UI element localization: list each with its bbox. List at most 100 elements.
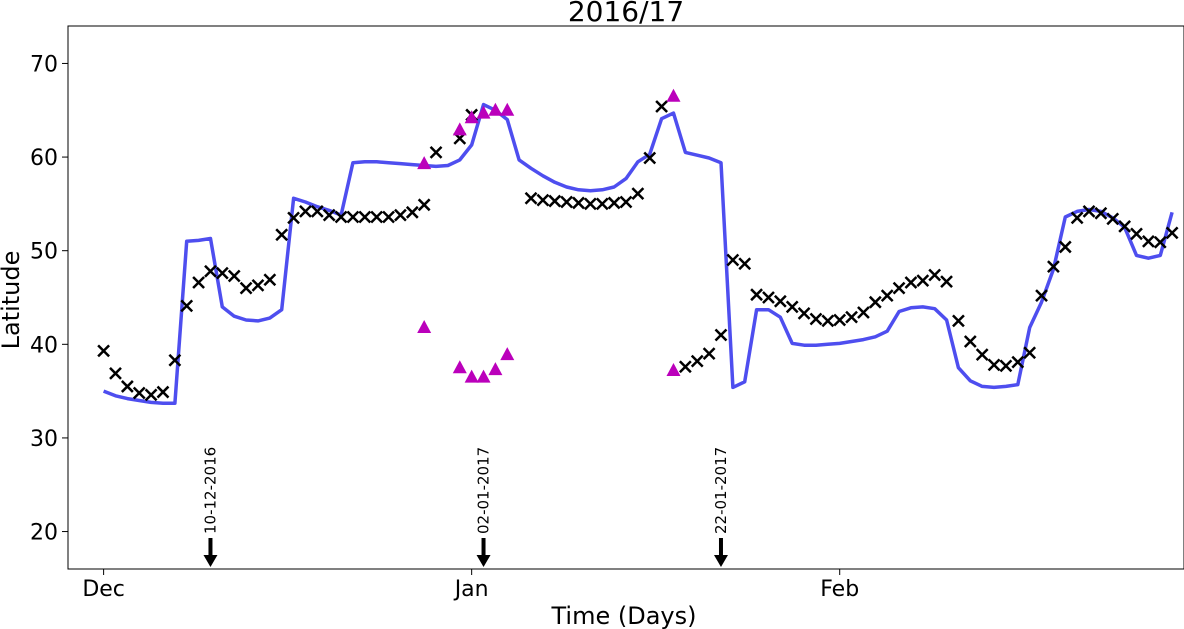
series-line: [102, 102, 1174, 406]
cross-marker: [607, 196, 621, 210]
triangle-marker: [452, 360, 467, 374]
cross-marker: [762, 291, 775, 304]
cross-marker: [1130, 227, 1143, 241]
cross-marker: [263, 273, 277, 287]
cross-marker: [821, 314, 835, 328]
cross-marker: [334, 210, 348, 224]
cross-marker: [631, 187, 645, 200]
cross-marker: [595, 197, 609, 211]
triangle-marker: [488, 362, 503, 376]
event-annotation: 02-01-2017: [475, 447, 493, 567]
triangle-marker: [500, 347, 515, 361]
event-annotation: 10-12-2016: [201, 447, 219, 567]
cross-marker: [204, 264, 217, 278]
triangle-marker: [464, 110, 479, 124]
cross-marker: [797, 307, 811, 320]
cross-marker: [322, 208, 336, 222]
cross-marker: [405, 205, 419, 219]
cross-marker: [1058, 240, 1072, 254]
cross-marker: [168, 353, 182, 367]
cross-marker: [1141, 234, 1155, 248]
cross-marker: [536, 193, 550, 207]
cross-marker: [120, 380, 134, 393]
triangle-marker: [452, 122, 467, 136]
cross-marker: [346, 210, 360, 224]
cross-marker: [963, 335, 977, 348]
cross-marker: [251, 278, 265, 292]
arrow-head-icon: [713, 555, 728, 567]
arrow-head-icon: [203, 555, 218, 567]
cross-series: [97, 100, 1179, 402]
cross-marker: [97, 344, 111, 358]
event-date-label: 22-01-2017: [712, 447, 730, 534]
cross-marker: [417, 198, 431, 212]
cross-marker: [975, 348, 989, 361]
cross-marker: [132, 386, 146, 400]
cross-marker: [750, 288, 763, 302]
triangle-marker: [666, 363, 681, 377]
cross-marker: [156, 385, 170, 399]
triangle-marker: [476, 105, 491, 119]
triangle-series: [417, 88, 681, 383]
cross-marker: [619, 195, 633, 209]
x-tick-label: Jan: [453, 577, 489, 602]
cross-marker: [275, 228, 289, 242]
y-tick-label: 70: [30, 52, 58, 77]
event-annotation: 22-01-2017: [712, 447, 730, 567]
triangle-marker: [476, 369, 491, 383]
cross-marker: [1035, 289, 1048, 303]
cross-marker: [548, 194, 562, 208]
y-tick-label: 30: [30, 427, 58, 452]
cross-marker: [690, 354, 704, 368]
cross-marker: [655, 100, 669, 113]
cross-marker: [1082, 204, 1096, 218]
y-axis-label: Latitude: [0, 251, 25, 350]
cross-marker: [1153, 235, 1167, 249]
cross-marker: [845, 310, 858, 324]
cross-marker: [382, 210, 395, 224]
cross-marker: [1165, 226, 1179, 240]
cross-marker: [643, 151, 657, 165]
cross-marker: [524, 191, 538, 205]
y-tick-label: 60: [30, 146, 58, 171]
plot-area: [67, 25, 1184, 570]
cross-marker: [310, 204, 324, 218]
cross-marker: [144, 388, 158, 402]
cross-marker: [239, 281, 253, 295]
y-tick-label: 40: [30, 333, 58, 358]
cross-marker: [999, 359, 1013, 373]
chart-title: 2016/17: [568, 0, 684, 28]
cross-marker: [1094, 206, 1108, 220]
x-axis: Dec Jan Feb: [82, 569, 859, 602]
cross-marker: [868, 295, 882, 309]
cross-marker: [880, 289, 894, 303]
cross-marker: [809, 312, 823, 326]
cross-marker: [109, 366, 122, 380]
cross-marker: [928, 268, 942, 282]
cross-marker: [227, 269, 241, 283]
cross-marker: [678, 360, 692, 374]
cross-marker: [1106, 212, 1120, 226]
cross-marker: [370, 210, 384, 224]
annotations: 10-12-2016 02-01-2017 22-01-2017: [201, 447, 730, 567]
cross-marker: [987, 358, 1001, 372]
cross-marker: [215, 266, 229, 280]
cross-marker: [916, 274, 930, 288]
arrow-head-icon: [476, 555, 491, 567]
cross-marker: [833, 313, 847, 327]
cross-marker: [1023, 346, 1037, 360]
cross-marker: [738, 257, 752, 271]
triangle-marker: [666, 88, 681, 102]
cross-marker: [857, 306, 870, 319]
cross-marker: [583, 197, 597, 211]
cross-marker: [1070, 211, 1084, 225]
triangle-marker: [417, 319, 432, 333]
cross-marker: [560, 195, 574, 209]
event-date-label: 02-01-2017: [475, 447, 493, 534]
cross-marker: [180, 299, 194, 313]
cross-marker: [940, 275, 953, 288]
x-tick-label: Feb: [820, 577, 859, 602]
line-series: [102, 102, 1174, 406]
cross-marker: [192, 276, 205, 289]
